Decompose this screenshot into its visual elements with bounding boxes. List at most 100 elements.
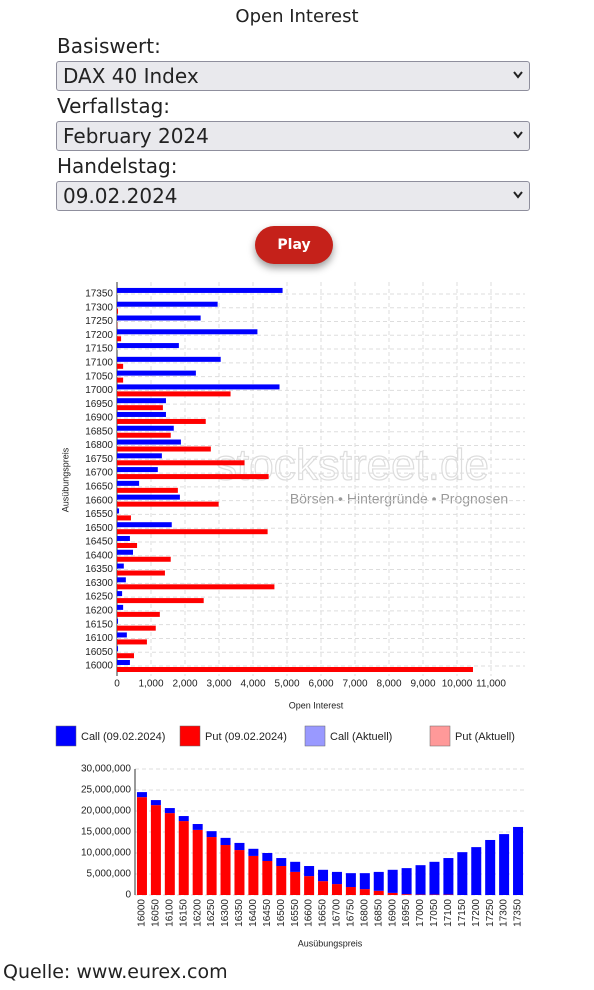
field-label: Basiswert:	[57, 34, 161, 58]
play-button[interactable]: Play	[255, 226, 333, 264]
y-tick-label: 16650	[85, 482, 113, 493]
x-tick-label: 8,000	[376, 679, 401, 690]
y-tick-label: 16300	[85, 578, 113, 589]
x-tick-label: 16300	[220, 899, 231, 927]
select[interactable]: February 2024	[56, 121, 530, 151]
x-tick-label: 16850	[373, 899, 384, 927]
bar-segment	[136, 797, 147, 895]
bar	[117, 356, 221, 362]
select[interactable]: 09.02.2024	[56, 181, 530, 211]
bar-segment	[401, 868, 412, 895]
bar-segment	[373, 871, 384, 891]
y-tick-label: 17150	[85, 344, 113, 355]
bar	[117, 343, 179, 349]
bar	[117, 515, 131, 521]
bar-segment	[318, 869, 329, 882]
y-tick-label: 20,000,000	[81, 806, 131, 817]
bar	[117, 287, 283, 293]
legend-label: Call (Aktuell)	[330, 731, 392, 743]
bar	[117, 363, 124, 369]
y-tick-label: 16750	[85, 454, 113, 465]
watermark: stockstreet.de	[215, 441, 489, 490]
bar-segment	[178, 816, 189, 822]
bar	[117, 480, 140, 486]
x-tick-label: 16100	[164, 899, 175, 927]
x-tick-label: 16900	[387, 899, 398, 927]
bar	[117, 494, 180, 500]
y-tick-label: 16350	[85, 564, 113, 575]
y-tick-label: 16100	[85, 633, 113, 644]
bar-segment	[345, 887, 356, 895]
x-tick-label: 16450	[262, 899, 273, 927]
bar	[117, 508, 120, 514]
bar	[117, 432, 171, 438]
bar	[117, 542, 138, 548]
bar-segment	[248, 848, 259, 856]
bar	[117, 308, 119, 314]
bar-segment	[373, 890, 384, 895]
x-tick-label: 16000	[137, 899, 148, 927]
x-tick-label: 16650	[318, 899, 329, 927]
x-tick-label: 17350	[513, 899, 524, 927]
y-tick-label: 16500	[85, 523, 113, 534]
bar-segment	[206, 831, 217, 838]
bar-segment	[290, 861, 301, 872]
bar-segment	[415, 865, 426, 895]
bar-segment	[513, 826, 524, 895]
x-tick-label: 16550	[290, 899, 301, 927]
bar	[117, 591, 123, 597]
bar-segment	[136, 792, 147, 798]
bar	[117, 418, 206, 424]
y-tick-label: 17000	[85, 385, 113, 396]
x-tick-label: 17000	[415, 899, 426, 927]
bar	[117, 474, 269, 480]
bar	[117, 405, 163, 411]
y-axis-title: Ausübungspreis	[60, 447, 70, 512]
bar-segment	[234, 850, 245, 895]
bar-segment	[304, 876, 315, 895]
x-tick-label: 17150	[457, 899, 468, 927]
select-value: February 2024	[63, 124, 209, 148]
bar-segment	[206, 837, 217, 895]
x-tick-label: 16950	[401, 899, 412, 927]
bar	[117, 529, 268, 535]
x-tick-label: 16700	[332, 899, 343, 927]
bar-segment	[471, 847, 482, 895]
bar-segment	[485, 839, 496, 895]
bar	[117, 398, 166, 404]
bar-segment	[359, 889, 370, 895]
x-tick-label: 16500	[276, 899, 287, 927]
legend-swatch	[179, 725, 201, 747]
y-tick-label: 16000	[85, 661, 113, 672]
y-tick-label: 16900	[85, 413, 113, 424]
bar	[117, 522, 172, 528]
x-tick-label: 11,000	[476, 679, 506, 690]
y-tick-label: 16450	[85, 537, 113, 548]
legend-swatch	[55, 725, 77, 747]
bar-segment	[443, 858, 454, 895]
x-tick-label: 16400	[248, 899, 259, 927]
y-tick-label: 16950	[85, 399, 113, 410]
y-tick-label: 16600	[85, 495, 113, 506]
y-tick-label: 16200	[85, 606, 113, 617]
legend-label: Put (Aktuell)	[455, 731, 515, 743]
x-tick-label: 0	[114, 679, 120, 690]
bar	[117, 625, 156, 631]
select[interactable]: DAX 40 Index	[56, 61, 530, 91]
bar	[117, 329, 258, 335]
x-tick-label: 2,000	[172, 679, 197, 690]
y-tick-label: 16400	[85, 550, 113, 561]
legend-swatch	[304, 725, 326, 747]
bar	[117, 577, 126, 583]
x-tick-label: 17050	[429, 899, 440, 927]
bar	[117, 301, 218, 307]
x-tick-label: 10,000	[442, 679, 473, 690]
bar	[117, 446, 211, 452]
bar	[117, 411, 166, 417]
bar	[117, 660, 130, 665]
bar-segment	[318, 881, 329, 895]
bar-segment	[276, 866, 287, 895]
bar-segment	[457, 852, 468, 895]
legend-label: Call (09.02.2024)	[81, 731, 165, 743]
y-tick-label: 16700	[85, 468, 113, 479]
